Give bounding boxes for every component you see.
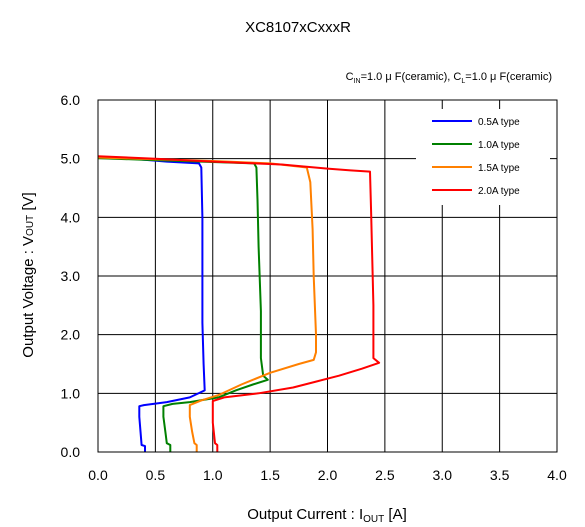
series-lines <box>97 155 381 452</box>
legend-label: 1.5A type <box>478 163 520 174</box>
x-axis-ticks: 0.0 0.5 1.0 1.5 2.0 2.5 3.0 3.5 4.0 <box>88 467 567 483</box>
y-tick-label: 6.0 <box>61 92 81 108</box>
x-tick-label: 1.5 <box>260 467 280 483</box>
y-tick-label: 5.0 <box>61 151 81 167</box>
x-tick-label: 4.0 <box>547 467 567 483</box>
y-axis-label: Output Voltage : VOUT [V] <box>20 192 37 357</box>
x-tick-label: 0.0 <box>88 467 108 483</box>
x-tick-label: 2.0 <box>318 467 338 483</box>
measurement-conditions: CIN=1.0 μ F(ceramic), CL=1.0 μ F(ceramic… <box>346 71 552 85</box>
legend-label: 1.0A type <box>478 140 520 151</box>
legend: 0.5A type 1.0A type 1.5A type 2.0A type <box>416 109 550 205</box>
x-tick-label: 1.0 <box>203 467 223 483</box>
plot-frame <box>97 99 558 453</box>
x-tick-label: 3.0 <box>433 467 453 483</box>
x-tick-label: 2.5 <box>375 467 395 483</box>
y-tick-label: 0.0 <box>61 444 81 460</box>
y-tick-label: 2.0 <box>61 327 81 343</box>
y-tick-label: 1.0 <box>61 385 81 401</box>
series-line <box>97 156 317 452</box>
x-axis-label: Output Current : IOUT [A] <box>247 506 407 525</box>
series-line <box>97 156 206 452</box>
y-tick-label: 3.0 <box>61 268 81 284</box>
legend-label: 2.0A type <box>478 186 520 197</box>
x-tick-label: 0.5 <box>146 467 166 483</box>
series-line <box>97 155 381 452</box>
y-tick-label: 4.0 <box>61 209 81 225</box>
series-line <box>97 157 269 452</box>
legend-label: 0.5A type <box>478 117 520 128</box>
x-tick-label: 3.5 <box>490 467 510 483</box>
y-axis-ticks: 0.0 1.0 2.0 3.0 4.0 5.0 6.0 <box>61 92 81 460</box>
chart-title: XC8107xCxxxR <box>245 19 351 36</box>
